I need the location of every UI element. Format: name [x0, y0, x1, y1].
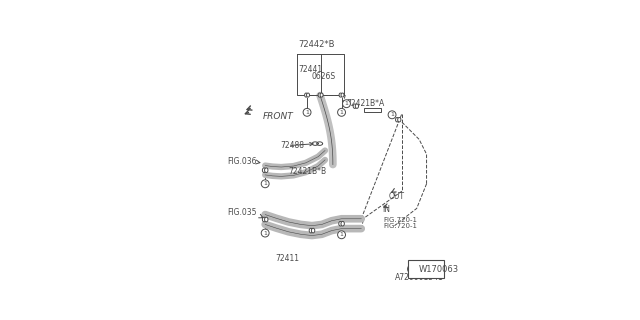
Text: 72441: 72441: [298, 65, 322, 74]
Ellipse shape: [320, 93, 323, 97]
Bar: [364, 108, 381, 112]
Circle shape: [388, 111, 396, 119]
Text: FIG.720-1: FIG.720-1: [383, 217, 417, 222]
Ellipse shape: [341, 221, 344, 226]
Text: 0626S: 0626S: [311, 72, 335, 81]
Text: OUT: OUT: [388, 192, 404, 201]
Ellipse shape: [396, 117, 399, 122]
Text: IN: IN: [382, 205, 390, 214]
Circle shape: [261, 180, 269, 188]
Ellipse shape: [312, 228, 315, 233]
Ellipse shape: [339, 221, 342, 226]
Text: 1: 1: [340, 232, 344, 237]
Ellipse shape: [355, 104, 358, 108]
Ellipse shape: [397, 117, 401, 122]
Circle shape: [338, 231, 346, 239]
Circle shape: [338, 108, 346, 116]
Ellipse shape: [353, 104, 356, 108]
Ellipse shape: [305, 93, 308, 97]
Ellipse shape: [262, 168, 266, 172]
Text: 1: 1: [263, 181, 267, 186]
Text: FIG.036: FIG.036: [227, 157, 257, 166]
Ellipse shape: [339, 93, 342, 97]
Text: FIG.720-1: FIG.720-1: [383, 223, 417, 229]
Ellipse shape: [262, 217, 266, 222]
Ellipse shape: [264, 168, 268, 172]
Text: FRONT: FRONT: [262, 111, 294, 121]
Ellipse shape: [264, 217, 268, 222]
Text: A720001541: A720001541: [395, 273, 444, 282]
FancyBboxPatch shape: [408, 260, 444, 278]
Circle shape: [342, 100, 351, 108]
Text: 1: 1: [390, 112, 394, 117]
Circle shape: [303, 108, 311, 116]
Ellipse shape: [307, 93, 310, 97]
Text: 72488: 72488: [281, 141, 305, 150]
Text: FIG.035: FIG.035: [227, 208, 257, 217]
Text: 1: 1: [411, 267, 415, 272]
Text: 1: 1: [340, 110, 344, 115]
Ellipse shape: [341, 93, 344, 97]
Text: 72421B*B: 72421B*B: [289, 167, 326, 176]
Circle shape: [408, 264, 417, 274]
Text: 72442*B: 72442*B: [299, 41, 335, 50]
Circle shape: [261, 229, 269, 237]
Text: 72421B*A: 72421B*A: [346, 99, 385, 108]
Text: 72411: 72411: [275, 254, 300, 263]
Text: 1: 1: [344, 101, 348, 106]
Text: W170063: W170063: [419, 265, 459, 274]
Ellipse shape: [318, 93, 321, 97]
Text: 1: 1: [263, 230, 267, 236]
Ellipse shape: [309, 228, 312, 233]
Text: 1: 1: [305, 110, 309, 115]
